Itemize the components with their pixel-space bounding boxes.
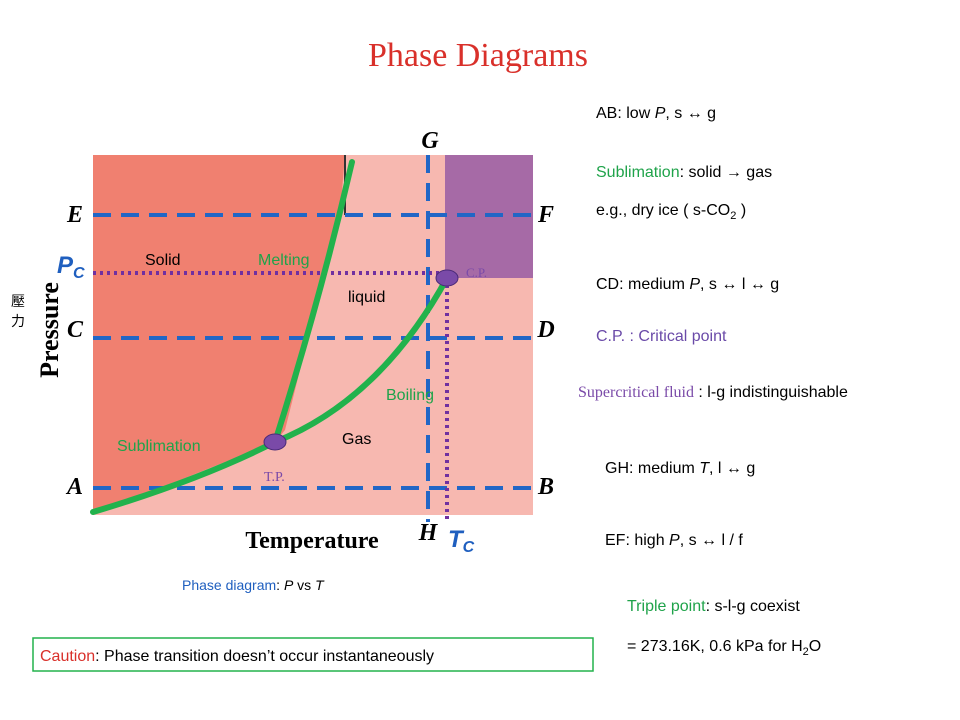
note: Triple point: s-l-g coexist: [627, 598, 800, 615]
y-axis-label-cn: 力: [11, 313, 25, 329]
region-label: Gas: [342, 431, 371, 448]
region-label: liquid: [348, 289, 385, 306]
critical-point: [435, 269, 459, 287]
melting-curve: [272, 159, 355, 445]
title: Phase Diagrams: [368, 37, 588, 74]
pc-label: PC: [57, 252, 85, 282]
note: EF: high P, s ↔ l / f: [605, 532, 743, 549]
pc-symbol: P: [57, 252, 74, 279]
triple-point: [263, 433, 287, 451]
phase-diagram: E F C D A B G H Pressure Temperature 壓 力…: [11, 128, 555, 556]
note: e.g., dry ice ( s-CO2 ): [596, 202, 746, 222]
note-part: P: [689, 276, 700, 293]
note: = 273.16K, 0.6 kPa for H2O: [627, 638, 821, 658]
caption-part: vs: [293, 577, 315, 593]
tc-label: TC: [448, 526, 475, 556]
note: C.P. : Critical point: [596, 328, 727, 345]
point-label: E: [66, 202, 83, 228]
note-part: e.g., dry ice ( s-CO: [596, 202, 730, 219]
caption-part: P: [284, 577, 294, 593]
note-part: 2: [803, 646, 809, 658]
note-part: , s ↔ g: [665, 105, 716, 122]
note-part: T: [699, 460, 710, 477]
note-part: EF: high: [605, 532, 669, 549]
caption-part: :: [276, 577, 284, 593]
note-part: ): [736, 202, 746, 219]
note-part: : s-l-g coexist: [706, 598, 801, 615]
note-part: , s ↔ l / f: [680, 532, 744, 549]
note-part: Triple point: [627, 598, 706, 615]
note: CD: medium P, s ↔ l ↔ g: [596, 276, 779, 293]
note-part: , l ↔ g: [709, 460, 755, 477]
curve-label: Sublimation: [117, 438, 201, 455]
note-part: Sublimation: [596, 164, 680, 181]
point-label: B: [537, 474, 554, 500]
sublimation-curve: [90, 439, 278, 515]
pc-subscript: C: [73, 265, 85, 282]
caution-part: : Phase transition doesn’t occur instant…: [95, 648, 434, 665]
notes: AB: low P, s ↔ g Sublimation: solid → ga…: [578, 105, 848, 658]
tc-subscript: C: [463, 539, 475, 556]
y-axis-label-cn: 壓: [11, 293, 25, 309]
point-label: H: [418, 520, 439, 546]
point-label: C: [67, 317, 84, 343]
point-label: D: [536, 317, 554, 343]
note-part: Supercritical fluid: [578, 384, 694, 401]
note: AB: low P, s ↔ g: [596, 105, 716, 122]
point-label: A: [65, 474, 83, 500]
point-label: F: [537, 202, 554, 228]
boiling-curve: [272, 275, 450, 445]
note-part: O: [809, 638, 821, 655]
caution: Caution: Phase transition doesn’t occur …: [40, 648, 434, 665]
tc-symbol: T: [448, 526, 465, 553]
note-part: P: [655, 105, 666, 122]
x-axis-label: Temperature: [245, 528, 379, 554]
caption-part: Phase diagram: [182, 577, 276, 593]
y-axis-label: Pressure: [35, 282, 64, 378]
note-part: 2: [730, 210, 736, 222]
note-part: P: [669, 532, 680, 549]
note: Supercritical fluid : l-g indistinguisha…: [578, 384, 848, 401]
caution-part: Caution: [40, 648, 95, 665]
caption: Phase diagram: P vs T: [182, 577, 325, 593]
tp-label: T.P.: [264, 470, 285, 485]
note-part: = 273.16K, 0.6 kPa for H: [627, 638, 803, 655]
cp-label: C.P.: [466, 265, 487, 280]
note-part: , s ↔ l ↔ g: [700, 276, 779, 293]
note: Sublimation: solid → gas: [596, 164, 772, 181]
curve-label: Boiling: [386, 387, 434, 404]
note-part: : solid → gas: [680, 164, 772, 181]
note-part: : l-g indistinguishable: [694, 384, 848, 401]
caption-part: T: [315, 577, 325, 593]
curve-label: Melting: [258, 252, 310, 269]
note: GH: medium T, l ↔ g: [605, 460, 755, 477]
note-part: AB: low: [596, 105, 655, 122]
note-part: GH: medium: [605, 460, 699, 477]
point-label: G: [421, 128, 439, 154]
region-label: Solid: [145, 252, 181, 269]
note-part: CD: medium: [596, 276, 689, 293]
caution-box: [32, 637, 594, 672]
